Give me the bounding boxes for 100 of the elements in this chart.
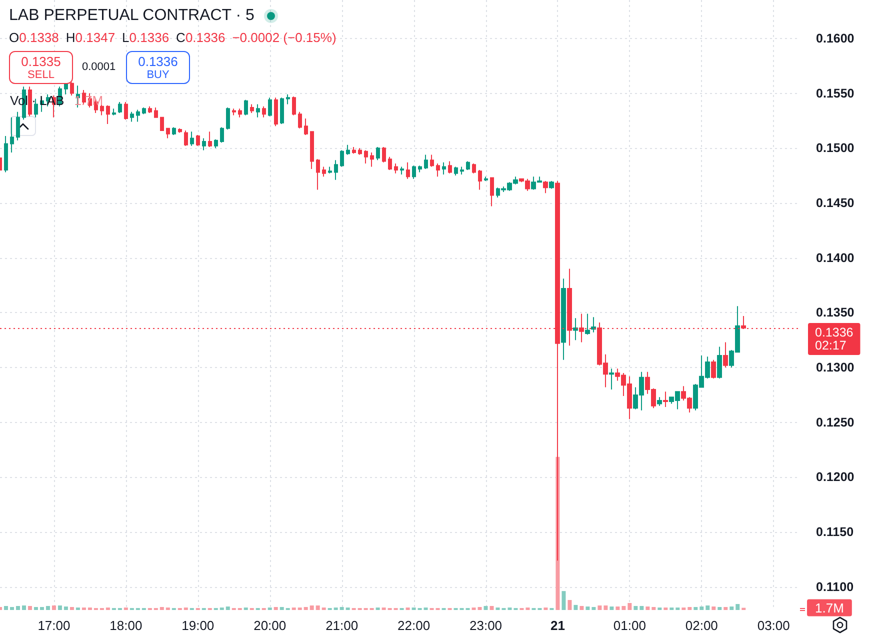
candlestick [478,170,482,190]
candlestick [406,162,410,180]
candlestick [118,102,122,114]
bar [580,606,584,610]
y2-tick-label: 1.7M [815,600,844,616]
candlestick [280,97,284,124]
annotation: 0.1335 [21,54,61,68]
bar [310,605,314,610]
candlestick [418,165,422,173]
bar [10,607,14,610]
bar [340,607,344,610]
candlestick [124,102,128,120]
bar [628,602,632,610]
candlestick [442,162,446,175]
candlestick [268,97,272,117]
bar [28,606,32,610]
x-tick-label: 19:00 [182,618,214,633]
bar [622,606,626,610]
bar [478,607,482,610]
candlestick [322,166,326,178]
candlestick [256,104,260,118]
bar [610,606,614,610]
annotation: 0.0001 [82,61,116,74]
candlestick [436,162,440,178]
candlestick [591,316,596,333]
x-tick-label: 01:00 [613,618,646,633]
x-tick-label: 20:00 [254,618,286,633]
annotation: H [66,30,76,45]
candlestick [292,96,296,116]
buy-button: 0.1336 BUY [126,51,190,84]
candlestick [142,107,146,115]
candlestick [160,116,164,132]
candlestick [585,313,590,336]
candlestick [106,104,110,124]
candlestick [208,131,212,148]
bar [22,605,26,610]
bar [568,600,572,610]
candlestick [178,128,182,134]
candlestick [454,166,458,176]
y-tick-label: 0.1200 [816,470,854,484]
x-tick-label: 21 [550,618,565,633]
candlestick [148,106,152,114]
candlestick [310,131,314,170]
bar [634,606,638,610]
bar [34,607,38,610]
text: 02:17 [815,338,846,353]
candlestick [460,166,464,175]
candlestick [717,346,722,380]
y-tick-label: 0.1500 [816,141,854,156]
bar [706,605,710,610]
candlestick [490,177,494,207]
bar [70,607,74,610]
bar [688,607,692,610]
candlestick [376,146,380,161]
candlestick [549,180,554,190]
candlestick [573,318,578,341]
candlestick [136,109,140,122]
candlestick [394,162,398,174]
y-tick-label: 0.1550 [816,86,854,100]
candlestick [250,104,254,114]
bar [700,606,704,610]
annotation: BUY [146,68,170,82]
bar [304,607,308,610]
x-tick-label: 21:00 [326,618,358,633]
bar [652,607,656,610]
candlestick [112,108,116,116]
y-tick-label: 0.1100 [816,580,854,594]
bar [694,607,698,610]
y-tick-label: 0.1450 [816,196,854,210]
bar [592,607,596,610]
candlestick [328,166,332,174]
candlestick [274,97,278,127]
bar [64,606,68,610]
bar [16,606,20,610]
bar [316,605,320,610]
annotation: 0.1336 [185,30,226,45]
bar [52,605,56,610]
bar [616,606,620,610]
bar [490,606,494,610]
bar [274,607,278,610]
candlestick [202,138,206,151]
candlestick [232,108,236,116]
y-tick-label: 0.1600 [816,31,854,46]
bar [646,606,650,610]
x-tick-label: 23:00 [469,618,502,633]
candlestick [346,144,350,156]
candlestick [244,99,248,116]
candlestick [340,150,344,168]
candlestick [561,278,566,360]
x-tick-label: 17:00 [38,618,70,633]
candlestick [352,146,356,154]
candlestick [543,180,548,194]
annotation: O [9,30,20,45]
candlestick [16,111,20,141]
candlestick [286,94,290,105]
candlestick [28,86,32,117]
candlestick [214,138,218,149]
candlestick [184,130,188,146]
y-tick-label: 0.1350 [816,306,854,320]
bar [604,605,608,610]
